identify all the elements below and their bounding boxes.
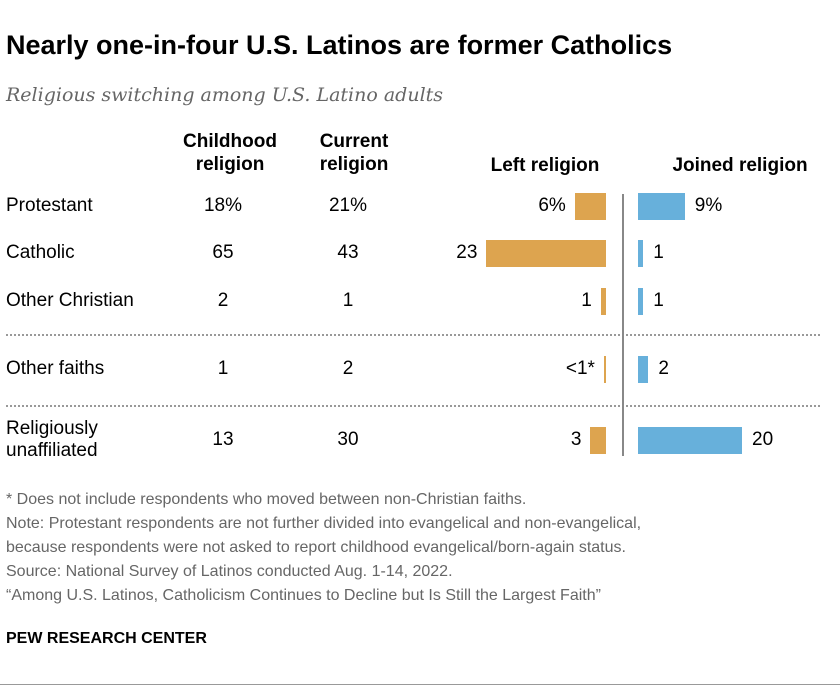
joined-bar [638, 427, 742, 454]
header-line: Current [319, 131, 389, 152]
childhood-value: 13 [212, 429, 234, 450]
current-value: 2 [342, 358, 354, 379]
joined-label: 20 [752, 429, 774, 450]
current-value: 43 [337, 242, 359, 263]
joined-label: 9% [694, 195, 723, 216]
note-line: because respondents were not asked to re… [6, 539, 626, 556]
row-label: Other Christian [6, 290, 134, 312]
current-value: 1 [342, 290, 354, 311]
childhood-value: 65 [212, 242, 234, 263]
note-line: Source: National Survey of Latinos condu… [6, 563, 453, 580]
row-label-line: Other faiths [6, 358, 105, 379]
header-left: Left religion [490, 155, 600, 176]
left-label: 6% [538, 195, 566, 216]
left-bar [590, 427, 606, 454]
left-bar [574, 193, 606, 220]
childhood-value: 1 [217, 358, 229, 379]
left-label: <1* [565, 358, 595, 379]
row-label: Religiously unaffiliated [6, 418, 98, 462]
current-value: 30 [337, 429, 359, 450]
childhood-value: 18% [203, 195, 243, 216]
note-line: “Among U.S. Latinos, Catholicism Continu… [6, 587, 601, 604]
left-label: 23 [456, 242, 478, 263]
current-value: 21% [328, 195, 368, 216]
header-joined: Joined religion [672, 155, 808, 176]
header-line: religion [195, 154, 265, 175]
divider [6, 334, 820, 336]
note-line: Note: Protestant respondents are not fur… [6, 515, 642, 532]
left-label: 3 [570, 429, 582, 450]
joined-bar [638, 240, 644, 267]
row-label: Other faiths [6, 358, 104, 380]
left-bar [603, 356, 606, 383]
note-line: * Does not include respondents who moved… [6, 491, 527, 508]
joined-bar [638, 193, 685, 220]
row-label: Protestant [6, 195, 93, 217]
chart-title: Nearly one-in-four U.S. Latinos are form… [6, 30, 673, 60]
chart-subtitle: Religious switching among U.S. Latino ad… [6, 84, 444, 106]
row-label-line: Other Christian [6, 290, 134, 311]
joined-label: 1 [653, 242, 664, 263]
axis-line [622, 194, 624, 456]
left-label: 1 [581, 290, 592, 311]
joined-label: 1 [653, 290, 664, 311]
header-current: Current religion [294, 130, 414, 176]
notes: * Does not include respondents who moved… [6, 488, 641, 608]
row-label-line: Catholic [6, 242, 75, 263]
header-line: religion [319, 154, 389, 175]
divider [6, 405, 820, 407]
header-line: Childhood [183, 131, 277, 152]
joined-bar [638, 356, 649, 383]
row-label-line: unaffiliated [6, 440, 98, 461]
bottom-rule [0, 684, 840, 685]
header-childhood: Childhood religion [170, 130, 290, 176]
row-label-line: Protestant [6, 195, 93, 216]
left-bar [600, 288, 606, 315]
source-logo: PEW RESEARCH CENTER [6, 630, 207, 647]
row-label-line: Religiously [6, 418, 98, 439]
joined-label: 2 [658, 358, 669, 379]
left-bar [486, 240, 606, 267]
childhood-value: 2 [217, 290, 229, 311]
row-label: Catholic [6, 242, 75, 264]
joined-bar [638, 288, 644, 315]
